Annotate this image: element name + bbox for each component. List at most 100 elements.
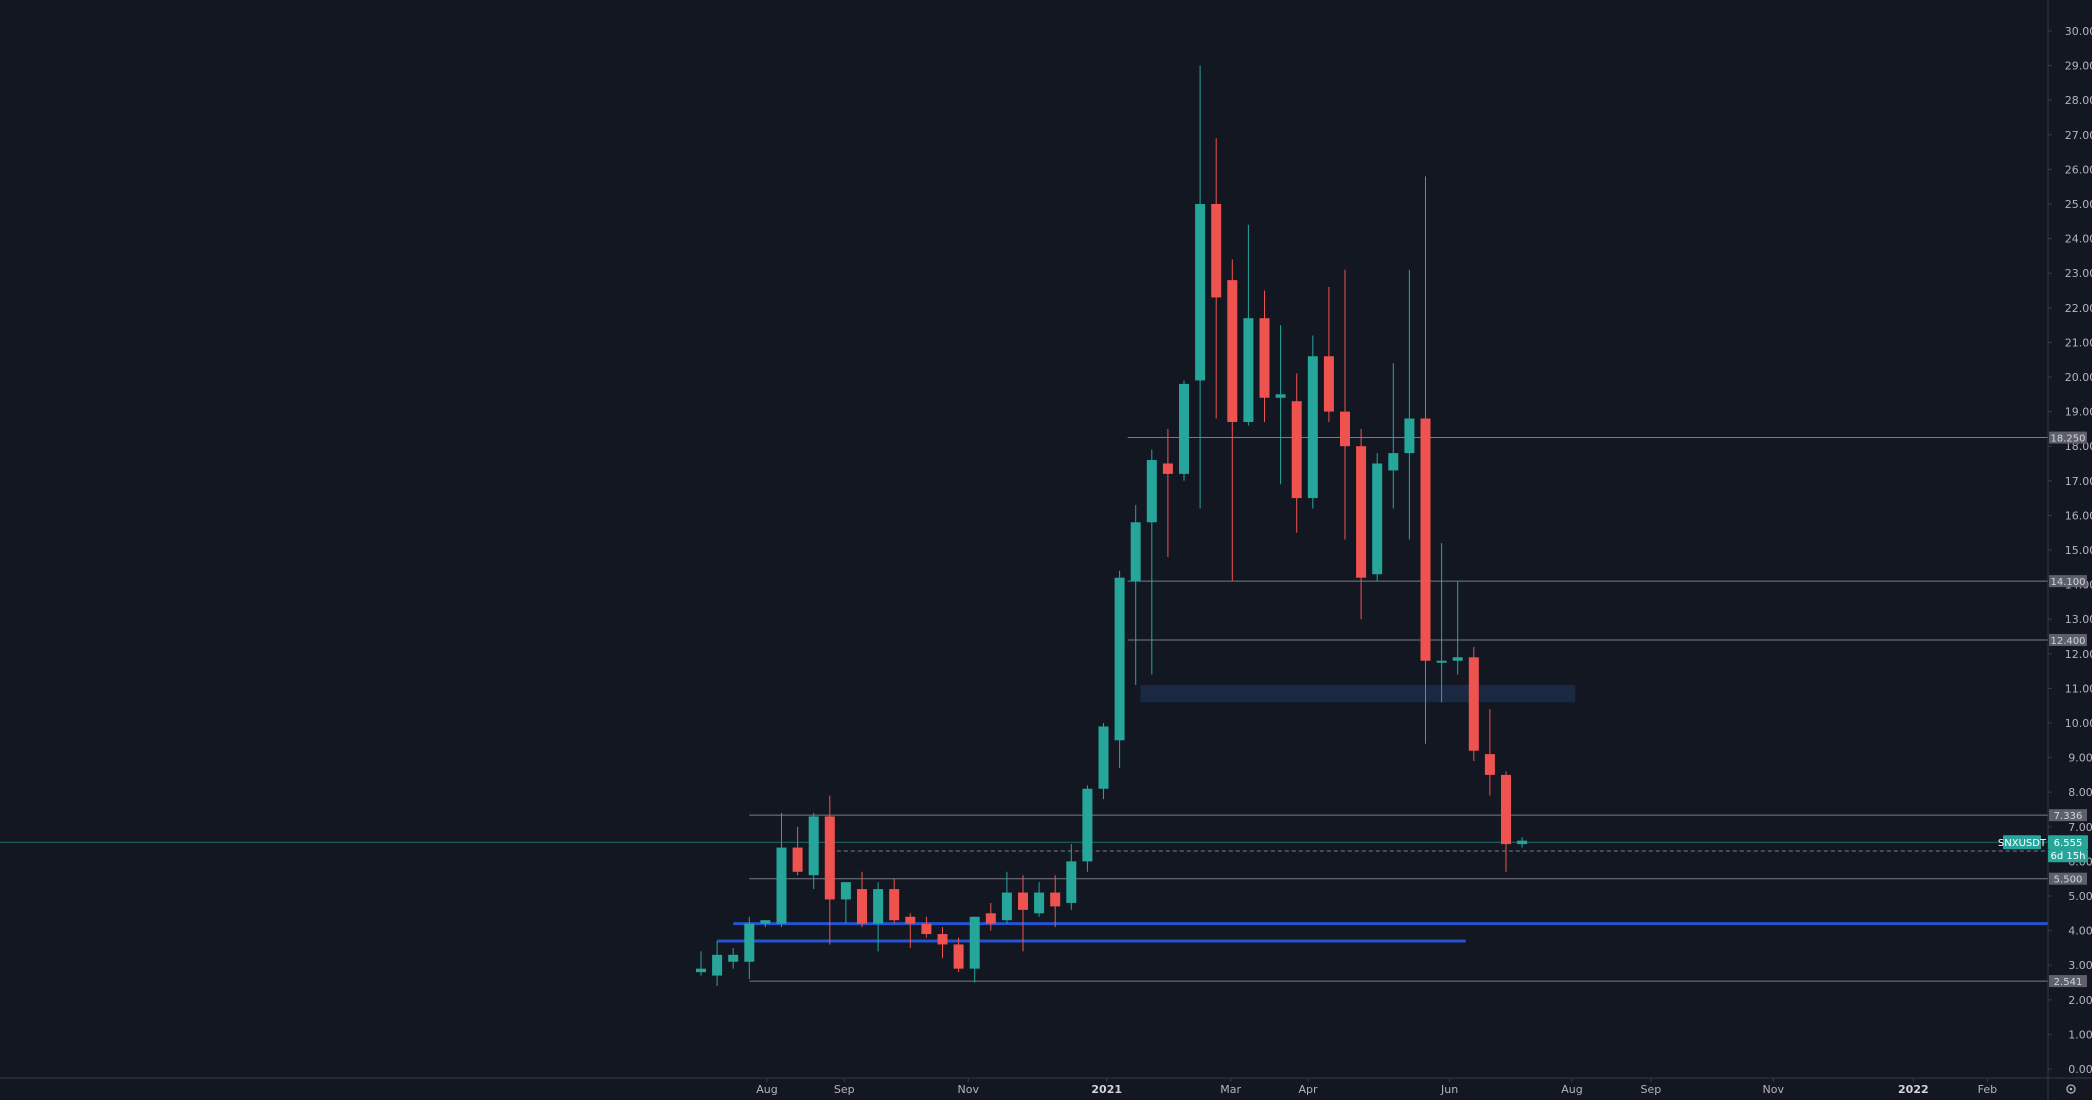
price-tick-label: 8.000: [2068, 786, 2092, 799]
price-tick-label: 3.000: [2068, 959, 2092, 972]
candle: [728, 947, 739, 969]
candle-body: [1066, 861, 1077, 903]
candle-body: [937, 934, 948, 945]
candle-body: [953, 944, 964, 969]
time-tick-label: Nov: [1763, 1083, 1785, 1096]
candle: [1404, 269, 1415, 540]
candle: [1356, 428, 1367, 620]
price-tick-label: 12.000: [2065, 648, 2092, 661]
price-tick-label: 21.000: [2065, 336, 2092, 349]
candle-body: [1098, 726, 1109, 789]
price-tick-label: 28.000: [2065, 94, 2092, 107]
candle-body: [1195, 204, 1206, 381]
price-tick-label: 20.000: [2065, 371, 2092, 384]
candle: [1243, 224, 1254, 426]
price-tick-label: 27.000: [2065, 129, 2092, 142]
price-tick-label: 15.000: [2065, 544, 2092, 557]
candle: [1001, 871, 1012, 924]
price-tick-label: 1.000: [2068, 1028, 2092, 1041]
price-tick-label: 26.000: [2065, 163, 2092, 176]
price-tick-label: 24.000: [2065, 233, 2092, 246]
candle: [808, 812, 819, 890]
candle: [1082, 785, 1093, 872]
candle: [1098, 723, 1109, 800]
candle-body: [1340, 411, 1350, 447]
candle-body: [1034, 892, 1045, 914]
price-tick-label: 5.000: [2068, 890, 2092, 903]
candle: [1162, 428, 1173, 557]
symbol-price-tag: SNXUSDT 6.555 6d 15h: [1998, 835, 2088, 863]
candle: [712, 940, 723, 986]
candle: [1468, 646, 1479, 762]
horizontal-levels-layer: [0, 437, 2048, 982]
candle-body: [1388, 453, 1399, 471]
candle-body: [1420, 418, 1431, 661]
candle: [1517, 837, 1528, 848]
candle: [1275, 325, 1286, 485]
candle-body: [1468, 657, 1479, 751]
level-label: 7.336: [2054, 811, 2083, 822]
candle: [1340, 269, 1350, 540]
candle-body: [712, 954, 723, 976]
candle-body: [808, 816, 819, 876]
candle-body: [1307, 356, 1318, 499]
time-tick-label: Mar: [1220, 1083, 1241, 1096]
candle-body: [824, 816, 835, 900]
price-tick-label: 2.000: [2068, 994, 2092, 1007]
candle-body: [1404, 418, 1415, 454]
level-label-bg: [2049, 872, 2087, 885]
candle-body: [889, 889, 900, 921]
candle: [792, 826, 803, 876]
settings-gear-icon[interactable]: [2066, 1084, 2076, 1094]
candle: [1307, 335, 1318, 509]
candle-body: [1146, 460, 1157, 523]
resistance-zone: [1140, 684, 1576, 703]
candle-body: [1114, 577, 1125, 741]
countdown-label-bg: [2048, 849, 2088, 863]
candle: [1018, 875, 1028, 952]
candle: [1114, 570, 1125, 768]
candle: [1436, 543, 1447, 703]
candle: [1501, 771, 1511, 872]
price-tick-label: 9.000: [2068, 752, 2092, 765]
candle: [824, 795, 835, 945]
candle-body: [1050, 892, 1061, 907]
price-tick-label: 23.000: [2065, 267, 2092, 280]
candle-body: [1436, 660, 1447, 663]
candle-body: [1356, 446, 1367, 578]
candle-body: [873, 889, 884, 924]
time-tick-label: Jun: [1440, 1083, 1458, 1096]
candle: [760, 920, 771, 928]
level-label-bg: [2049, 431, 2087, 444]
candle: [1034, 882, 1045, 917]
time-tick-label: 2021: [1091, 1083, 1122, 1096]
time-tick-label: Sep: [1641, 1083, 1662, 1096]
candle: [969, 916, 980, 983]
candle: [1259, 290, 1270, 422]
candle-body: [728, 954, 739, 962]
candle: [937, 927, 948, 959]
candle-body: [1018, 892, 1028, 910]
candle-body: [1211, 204, 1222, 298]
time-tick-label: 2022: [1898, 1083, 1929, 1096]
price-tick-label: 30.000: [2065, 25, 2092, 38]
candle-body: [985, 913, 996, 924]
level-label: 18.250: [2051, 434, 2086, 445]
candle: [889, 878, 900, 924]
time-tick-label: Feb: [1978, 1083, 1997, 1096]
candle-body: [857, 889, 867, 924]
price-tick-label: 25.000: [2065, 198, 2092, 211]
candle-body: [1179, 383, 1189, 474]
candle-body: [1082, 788, 1093, 862]
last-price-label-bg: [2048, 835, 2088, 850]
candle-body: [921, 923, 932, 935]
candle-body: [1452, 657, 1463, 661]
candle-body: [696, 968, 706, 973]
candle: [744, 916, 755, 980]
candle: [840, 882, 851, 924]
resistance-zone-layer: [1140, 684, 1576, 703]
candle-body: [1001, 892, 1012, 921]
price-tick-label: 22.000: [2065, 302, 2092, 315]
candle-body: [1162, 463, 1173, 474]
